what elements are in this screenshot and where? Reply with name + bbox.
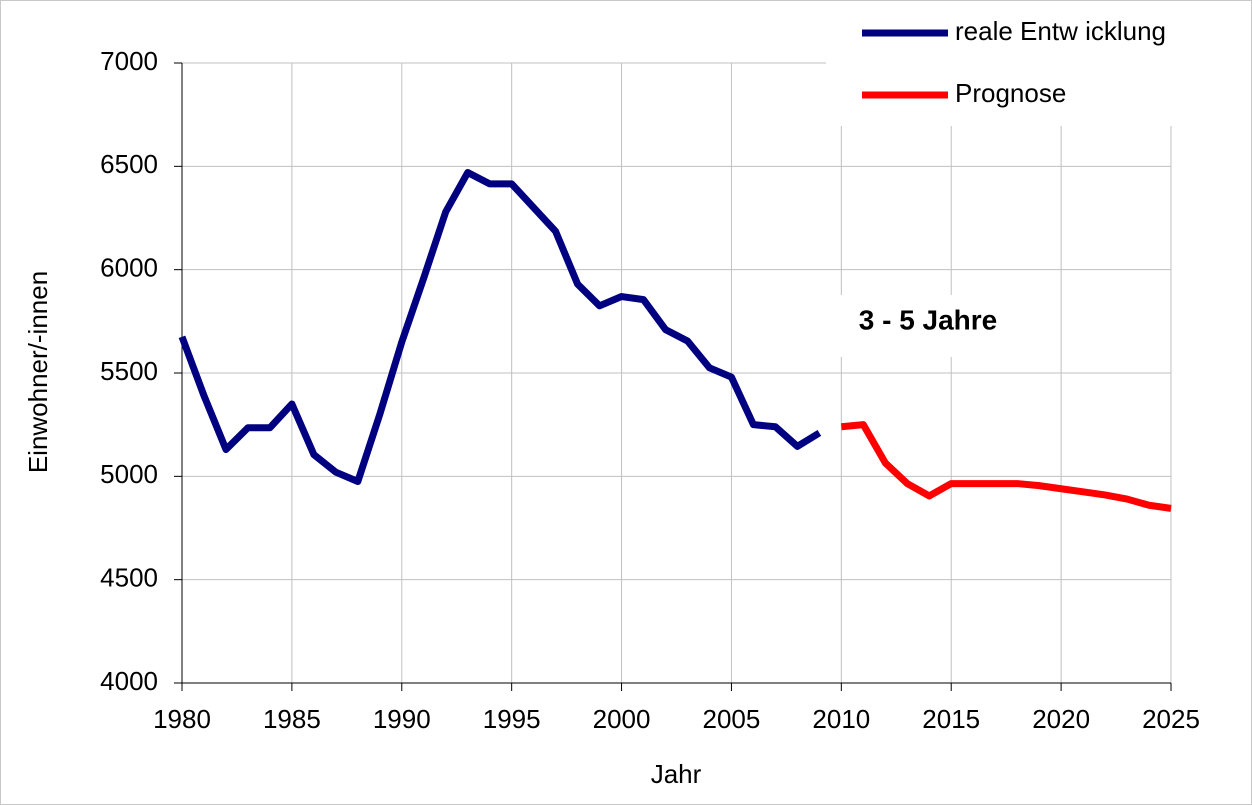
legend-label: Prognose: [955, 78, 1066, 108]
y-tick-label: 7000: [100, 46, 158, 76]
x-axis-label: Jahr: [651, 759, 702, 789]
annotation-box: [826, 295, 1030, 357]
x-tick-label: 2000: [593, 704, 651, 734]
legend-box: [826, 1, 1251, 126]
x-tick-label: 2015: [922, 704, 980, 734]
y-tick-label: 4000: [100, 666, 158, 696]
legend-label: reale Entw icklung: [955, 16, 1166, 46]
x-tick-label: 1980: [153, 704, 211, 734]
series-line: [841, 421, 1172, 512]
y-tick-label: 6500: [100, 149, 158, 179]
x-tick-label: 2010: [812, 704, 870, 734]
x-tick-label: 2020: [1032, 704, 1090, 734]
x-tick-label: 2025: [1142, 704, 1200, 734]
series-line: [178, 169, 822, 485]
x-tick-label: 2005: [703, 704, 761, 734]
x-tick-label: 1985: [263, 704, 321, 734]
y-tick-label: 6000: [100, 253, 158, 283]
annotation: 3 - 5 Jahre: [859, 304, 998, 335]
x-tick-label: 1990: [373, 704, 431, 734]
y-tick-label: 5000: [100, 459, 158, 489]
y-tick-label: 5500: [100, 356, 158, 386]
y-tick-label: 4500: [100, 563, 158, 593]
y-axis-label: Einwohner/-innen: [23, 271, 53, 473]
x-tick-label: 1995: [483, 704, 541, 734]
